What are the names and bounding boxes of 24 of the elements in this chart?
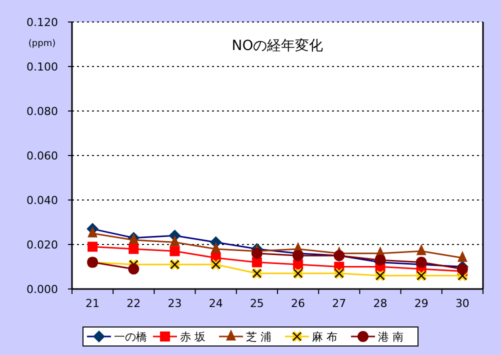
- y-tick-label: 0.060: [26, 150, 58, 162]
- legend-label: 赤 坂: [180, 330, 206, 344]
- y-tick-label: 0.120: [26, 16, 58, 29]
- x-tick-label: 23: [168, 297, 182, 310]
- x-tick-label: 21: [86, 297, 100, 310]
- y-axis-title: (ppm): [28, 39, 56, 49]
- y-tick-label: 0.040: [26, 194, 58, 207]
- x-tick-label: 24: [208, 297, 223, 310]
- x-tick-label: 25: [250, 297, 264, 310]
- x-tick-label: 29: [414, 297, 428, 310]
- x-tick-label: 28: [373, 297, 388, 310]
- x-tick-label: 30: [455, 297, 470, 310]
- y-tick-label: 0.100: [26, 60, 58, 74]
- y-tick-label: 0.000: [26, 283, 58, 296]
- legend-label: 麻 布: [312, 330, 338, 344]
- legend-label: 芝 浦: [246, 330, 272, 344]
- y-tick-label: 0.080: [26, 105, 58, 118]
- x-tick-label: 27: [332, 297, 346, 310]
- y-tick-label: 0.020: [26, 238, 58, 252]
- legend-label: 港 南: [378, 330, 404, 344]
- legend-label: 一の橋: [114, 330, 147, 344]
- x-tick-label: 22: [126, 297, 141, 310]
- text: NOの経年変化: [232, 38, 324, 54]
- x-tick-label: 26: [291, 297, 306, 310]
